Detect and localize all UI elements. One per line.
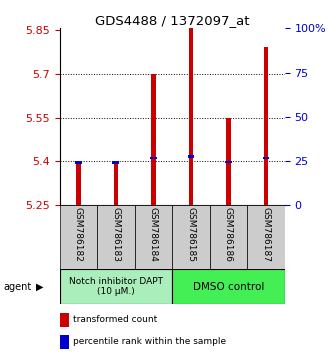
Bar <box>135 205 172 269</box>
Bar <box>264 47 268 205</box>
Bar <box>172 269 285 304</box>
Bar <box>262 156 269 159</box>
Bar <box>60 313 69 327</box>
Bar <box>247 205 285 269</box>
Text: GSM786185: GSM786185 <box>186 207 195 262</box>
Text: agent: agent <box>3 282 31 292</box>
Text: ▶: ▶ <box>36 282 43 292</box>
Bar <box>151 74 156 205</box>
Text: transformed count: transformed count <box>73 315 157 324</box>
Text: GSM786184: GSM786184 <box>149 207 158 262</box>
Bar <box>150 156 157 159</box>
Bar <box>97 205 135 269</box>
Text: GSM786183: GSM786183 <box>111 207 120 262</box>
Bar <box>225 161 232 163</box>
Bar <box>172 205 210 269</box>
Text: GSM786182: GSM786182 <box>74 207 83 262</box>
Bar <box>76 163 80 205</box>
Bar <box>75 161 82 164</box>
Bar <box>60 335 69 349</box>
Text: GSM786186: GSM786186 <box>224 207 233 262</box>
Bar <box>113 161 119 164</box>
Bar <box>60 269 172 304</box>
Bar <box>187 155 194 158</box>
Text: GSM786187: GSM786187 <box>261 207 270 262</box>
Bar <box>189 28 193 205</box>
Text: Notch inhibitor DAPT
(10 μM.): Notch inhibitor DAPT (10 μM.) <box>69 277 163 296</box>
Bar <box>60 205 97 269</box>
Bar <box>210 205 247 269</box>
Bar <box>114 163 118 205</box>
Bar <box>226 118 231 205</box>
Text: DMSO control: DMSO control <box>193 282 264 292</box>
Title: GDS4488 / 1372097_at: GDS4488 / 1372097_at <box>95 14 249 27</box>
Text: percentile rank within the sample: percentile rank within the sample <box>73 337 226 346</box>
